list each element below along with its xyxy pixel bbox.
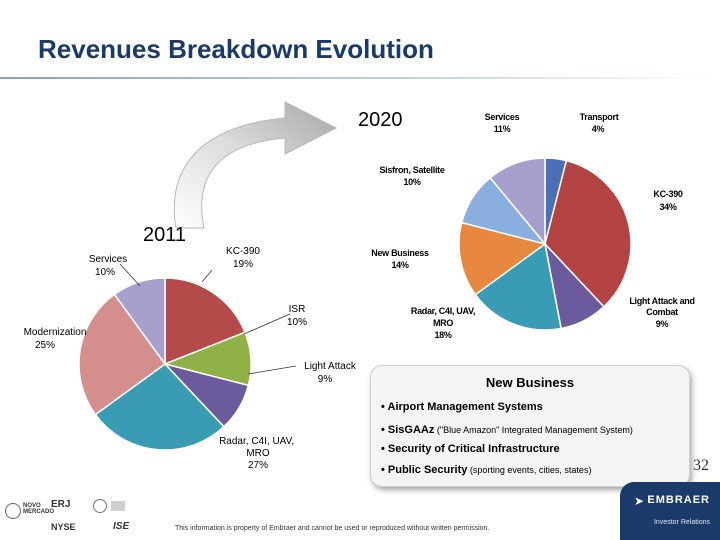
leader-line xyxy=(119,263,141,287)
new-business-item-main: • Security of Critical Infrastructure xyxy=(381,443,560,455)
disclaimer-text: This information is property of Embraer … xyxy=(175,525,490,532)
new-business-item-main: • SisGAAz xyxy=(381,424,435,436)
title-divider xyxy=(0,77,720,79)
value-2020-light-attack: 9% xyxy=(656,319,669,329)
pie-2011-slice-modernization xyxy=(78,293,167,416)
label-2020-light-attack-l1: Light Attack and xyxy=(629,296,694,306)
logo-ise: ISE xyxy=(113,521,130,532)
label-2020-light-attack-l2: Combat xyxy=(646,307,678,317)
leader-line xyxy=(201,269,213,283)
page-title: Revenues Breakdown Evolution xyxy=(38,34,434,64)
value-2020-services: 11% xyxy=(494,124,511,134)
value-2011-light-attack: 9% xyxy=(318,374,333,385)
brand-name: EMBRAER xyxy=(647,494,710,506)
index-badge-icon xyxy=(111,501,125,511)
brand-block: ➤ EMBRAER Investor Relations xyxy=(620,482,720,540)
index-icon xyxy=(93,499,107,513)
new-business-item: • Airport Management Systems xyxy=(381,401,543,413)
new-business-panel: New Business • Airport Management System… xyxy=(370,365,690,487)
value-2020-new-business: 14% xyxy=(391,260,408,270)
logo-novo-mercado: NOVO MERCADO xyxy=(23,503,54,515)
label-2020-services: Services xyxy=(485,112,520,122)
label-2020-radar-l2: MRO xyxy=(433,318,453,328)
logo-erj: ERJ xyxy=(51,499,71,510)
new-business-item-main: • Public Security xyxy=(381,464,468,476)
value-2011-services: 10% xyxy=(95,267,115,278)
pie-2020-slice-radar-c4i-uav-mro xyxy=(474,242,562,331)
pie-2011-title: 2011 xyxy=(143,224,186,246)
new-business-item: • SisGAAz ("Blue Amazon" Integrated Mana… xyxy=(381,424,633,436)
pie-2011 xyxy=(78,277,252,451)
pie-2020-slice-services xyxy=(489,157,546,247)
page-number: 32 xyxy=(693,457,709,474)
label-2020-transport: Transport xyxy=(580,112,619,122)
value-2020-kc390: 34% xyxy=(659,202,676,212)
pie-2011-slice-radar-c4i-uav-mro xyxy=(94,363,225,451)
value-2020-transport: 4% xyxy=(592,124,605,134)
label-2020-new-business: New Business xyxy=(371,248,429,258)
brand-subtitle: Investor Relations xyxy=(653,519,710,526)
new-business-item: • Public Security (sporting events, citi… xyxy=(381,464,591,476)
evolution-arrow-icon xyxy=(173,101,338,229)
new-business-item: • Security of Critical Infrastructure xyxy=(381,443,560,455)
value-2011-kc390: 19% xyxy=(233,259,253,270)
logo-nyse: NYSE xyxy=(51,522,76,532)
label-2011-services: Services xyxy=(89,254,127,265)
pie-2020-slice-kc-390 xyxy=(544,159,632,308)
leader-line xyxy=(247,365,297,375)
label-2011-isr: ISR xyxy=(289,304,306,315)
pie-2020-slice-new-business xyxy=(458,221,547,296)
embraer-logo-icon: ➤ xyxy=(634,494,645,508)
pie-2011-slice-kc-390 xyxy=(164,277,246,366)
pie-2020 xyxy=(458,157,632,331)
value-2020-sisfron: 10% xyxy=(403,177,420,187)
new-business-item-detail: (sporting events, cities, states) xyxy=(467,465,592,475)
label-2011-radar: Radar, C4I, UAV, MRO xyxy=(219,436,297,459)
pie-2011-slice-services xyxy=(113,277,166,367)
label-2011-radar-line2: MRO xyxy=(246,448,270,459)
new-business-item-main: • Airport Management Systems xyxy=(381,401,543,413)
label-2011-radar-line1: Radar, C4I, UAV, xyxy=(219,436,294,447)
label-2020-radar-l1: Radar, C4I, UAV, xyxy=(411,306,475,316)
label-2011-kc390: KC-390 xyxy=(226,246,260,257)
leader-line xyxy=(243,313,291,335)
new-business-item-detail: ("Blue Amazon" Integrated Management Sys… xyxy=(434,425,633,435)
value-2011-radar: 27% xyxy=(248,460,268,471)
value-2020-radar: 18% xyxy=(434,330,451,340)
label-2020-kc390: KC-390 xyxy=(653,189,683,199)
value-2011-modernization: 25% xyxy=(35,340,55,351)
pie-2020-title: 2020 xyxy=(358,109,403,131)
label-2011-light-attack: Light Attack xyxy=(304,361,357,372)
value-2011-isr: 10% xyxy=(287,317,307,328)
bovespa-icon xyxy=(5,503,21,519)
label-2020-sisfron: Sisfron, Satellite xyxy=(379,165,444,175)
label-2011-modernization: Modernization xyxy=(24,327,87,338)
new-business-title: New Business xyxy=(485,375,575,390)
